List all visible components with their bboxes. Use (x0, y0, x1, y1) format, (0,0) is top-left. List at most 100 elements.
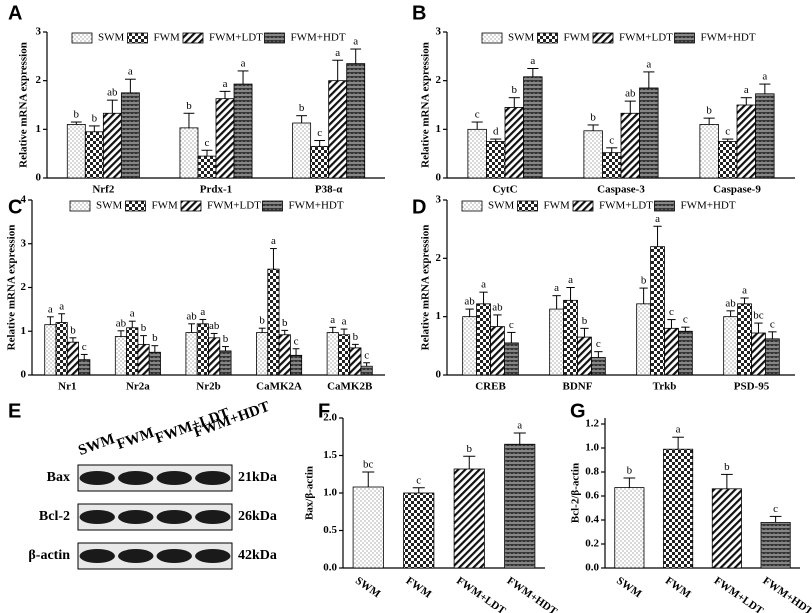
x-tick-label: FWM+HDT (505, 575, 560, 613)
significance-letter: c (364, 349, 369, 361)
bar (504, 342, 519, 376)
error-bar (58, 313, 66, 323)
y-tick-label: 1 (436, 123, 442, 135)
error-bar (681, 326, 690, 332)
significance-letter: a (742, 285, 747, 297)
error-bar (124, 78, 136, 93)
x-tick-label: CaMK2A (256, 381, 302, 393)
bar (66, 341, 79, 376)
error-bar (726, 310, 735, 317)
legend-label: FWM+LDT (599, 200, 653, 212)
size-label: 26kDa (238, 509, 277, 524)
significance-letter: a (342, 316, 347, 328)
y-tick-label: 0.6 (585, 490, 599, 502)
lane-label: FWM (115, 425, 156, 453)
bar (328, 80, 348, 179)
significance-letter: ab (107, 87, 118, 99)
y-tick-label: 2.0 (323, 412, 337, 424)
legend-swatch (262, 200, 283, 212)
bar (233, 83, 253, 179)
significance-letter: b (74, 109, 80, 121)
error-bar (653, 225, 662, 247)
x-tick-label: Nrf2 (92, 184, 114, 196)
bar (737, 303, 752, 376)
y-axis-title: Relative mRNA expression (420, 225, 432, 351)
error-bar (490, 138, 502, 142)
bar (44, 324, 57, 376)
significance-letter: c (669, 306, 674, 318)
x-tick-label: CREB (475, 381, 506, 393)
error-bar (566, 287, 575, 301)
y-axis-title: Relative mRNA expression (6, 225, 18, 351)
x-tick-label: FWM+HDT (760, 575, 812, 613)
legend-swatch (481, 32, 503, 44)
row-label: β-actin (28, 548, 70, 563)
bar (751, 332, 766, 376)
bar (148, 351, 161, 376)
significance-letter: b (259, 315, 265, 327)
significance-letter: b (186, 100, 192, 112)
y-tick-label: 3 (21, 237, 27, 249)
x-tick-label: Caspase-3 (597, 184, 645, 196)
error-bar (623, 477, 636, 488)
significance-letter: c (416, 474, 421, 486)
row-label: Bax (47, 470, 70, 485)
legend-label: FWM (152, 200, 179, 212)
bar (591, 357, 606, 376)
bar (583, 130, 603, 179)
legend-label: FWM+HDT (701, 32, 756, 44)
y-tick-label: 1 (436, 310, 442, 322)
bar (699, 124, 719, 179)
significance-letter: b (512, 84, 518, 96)
bar (620, 112, 640, 179)
y-tick-label: 1 (36, 123, 42, 135)
panel-label: F (318, 400, 330, 422)
bar (126, 327, 139, 376)
x-tick-label: FWM (404, 575, 434, 601)
error-bar (88, 125, 100, 132)
error-bar (69, 337, 77, 343)
legend-label: FWM+HDT (289, 200, 344, 212)
significance-letter: c (475, 109, 480, 121)
error-bar (128, 320, 136, 328)
blot-band (118, 549, 154, 563)
error-bar (332, 59, 344, 81)
bar (208, 337, 221, 376)
panel-label: A (8, 2, 22, 24)
significance-letter: bc (363, 459, 374, 471)
error-bar (46, 316, 54, 325)
error-bar (479, 291, 488, 304)
y-tick-label: 1 (21, 325, 27, 337)
significance-letter: c (773, 503, 778, 515)
bar (549, 308, 564, 376)
significance-letter: a (762, 71, 767, 83)
x-tick-label: P38-α (315, 184, 343, 196)
error-bar (350, 48, 362, 64)
significance-letter: ab (625, 88, 636, 100)
error-bar (351, 343, 359, 348)
significance-letter: a (744, 84, 749, 96)
error-bar (667, 319, 676, 329)
bar (723, 316, 738, 376)
error-bar (740, 97, 752, 105)
significance-letter: a (330, 314, 335, 326)
significance-letter: a (335, 47, 340, 59)
legend-swatch (654, 200, 675, 212)
error-bar (314, 140, 326, 147)
bar (55, 322, 68, 376)
bar (78, 359, 91, 376)
significance-letter: b (152, 332, 158, 344)
x-tick-label: Prdx-1 (200, 184, 232, 196)
y-tick-label: 2 (36, 74, 42, 86)
y-tick-label: 3 (436, 26, 442, 38)
legend-label: FWM+HDT (681, 200, 736, 212)
bar (711, 488, 742, 569)
blot-band (79, 510, 115, 524)
blot-band (156, 510, 192, 524)
bar (636, 303, 651, 376)
y-tick-label: 0 (436, 369, 442, 381)
bar (215, 98, 235, 179)
y-tick-label: 0.8 (585, 466, 599, 478)
significance-letter: b (627, 465, 633, 477)
significance-letter: c (770, 318, 775, 330)
